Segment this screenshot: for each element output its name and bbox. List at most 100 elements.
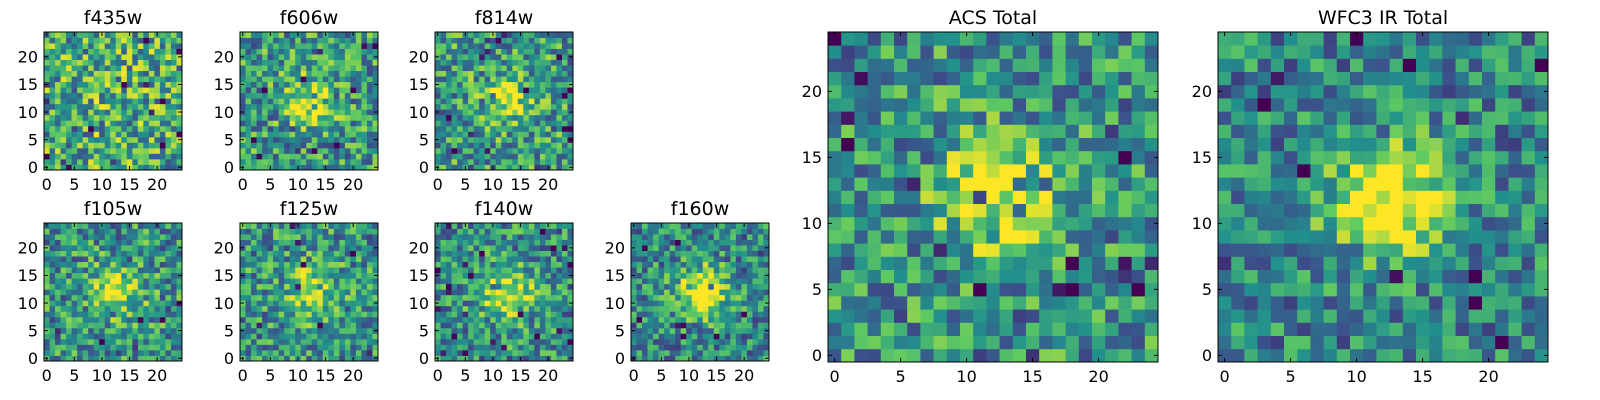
heatmap-cell bbox=[545, 153, 552, 160]
heatmap-cell bbox=[176, 153, 183, 160]
heatmap-cell bbox=[669, 300, 676, 307]
heatmap-cell bbox=[256, 158, 263, 165]
heatmap-cell bbox=[366, 278, 373, 285]
heatmap-cell bbox=[986, 335, 1000, 350]
heatmap-cell bbox=[867, 203, 882, 218]
heatmap-cell bbox=[77, 142, 84, 149]
heatmap-cell bbox=[143, 59, 150, 66]
heatmap-cell bbox=[289, 311, 296, 318]
heatmap-cell bbox=[490, 305, 497, 312]
y-tick-label: 10 bbox=[409, 103, 429, 122]
heatmap-cell bbox=[556, 283, 563, 290]
heatmap-cell bbox=[350, 87, 357, 94]
y-tick-label: 0 bbox=[224, 349, 234, 368]
heatmap-cell bbox=[104, 250, 111, 257]
heatmap-cell bbox=[295, 322, 302, 329]
heatmap-cell bbox=[284, 327, 291, 334]
heatmap-cell bbox=[435, 37, 441, 44]
heatmap-cell bbox=[170, 142, 177, 149]
heatmap-cell bbox=[328, 300, 335, 307]
heatmap-cell bbox=[77, 131, 84, 138]
heatmap-cell bbox=[176, 311, 183, 318]
heatmap-cell bbox=[702, 327, 709, 334]
heatmap-cell bbox=[512, 294, 519, 301]
heatmap-cell bbox=[757, 322, 764, 329]
heatmap-cell bbox=[1012, 190, 1027, 204]
heatmap-cell bbox=[946, 164, 961, 178]
heatmap-cell bbox=[372, 103, 379, 110]
heatmap-cell bbox=[724, 245, 731, 251]
heatmap-cell bbox=[333, 158, 340, 165]
x-tick-label: 20 bbox=[147, 175, 167, 194]
heatmap-cell bbox=[986, 243, 1000, 257]
heatmap-cell bbox=[567, 278, 574, 285]
heatmap-cell bbox=[691, 261, 698, 268]
heatmap-cell bbox=[115, 65, 122, 72]
heatmap-cell bbox=[143, 344, 150, 351]
heatmap-cell bbox=[867, 269, 882, 284]
heatmap-cell bbox=[440, 267, 447, 274]
heatmap-cell bbox=[262, 114, 268, 121]
heatmap-cell bbox=[256, 125, 263, 132]
heatmap-cell bbox=[1039, 203, 1053, 218]
heatmap-cell bbox=[284, 76, 291, 83]
heatmap-cell bbox=[121, 234, 128, 240]
heatmap-cell bbox=[104, 120, 111, 127]
heatmap-cell bbox=[506, 120, 513, 127]
heatmap-cell bbox=[311, 147, 318, 154]
heatmap-cell bbox=[55, 54, 61, 60]
heatmap-cell bbox=[77, 355, 84, 362]
heatmap-cell bbox=[719, 272, 726, 279]
heatmap-cell bbox=[664, 239, 671, 246]
heatmap-cell bbox=[545, 338, 552, 345]
heatmap-cell bbox=[273, 344, 280, 351]
heatmap-cell bbox=[534, 103, 541, 110]
heatmap-cell bbox=[126, 300, 133, 307]
heatmap-cell bbox=[159, 114, 166, 121]
heatmap-cell bbox=[71, 136, 78, 143]
heatmap-cell bbox=[484, 48, 491, 55]
heatmap-cell bbox=[468, 234, 475, 240]
heatmap-cell bbox=[137, 120, 144, 127]
heatmap-cell bbox=[278, 103, 285, 110]
heatmap-cell bbox=[251, 76, 257, 83]
heatmap-cell bbox=[1092, 348, 1106, 363]
heatmap-cell bbox=[446, 109, 452, 116]
heatmap-cell bbox=[300, 70, 307, 77]
heatmap-cell bbox=[159, 311, 166, 318]
heatmap-cell bbox=[512, 355, 519, 362]
heatmap-cell bbox=[539, 322, 546, 329]
heatmap-cell bbox=[556, 70, 563, 77]
heatmap-cell bbox=[517, 65, 524, 72]
heatmap-cell bbox=[1052, 296, 1066, 310]
heatmap-cell bbox=[523, 114, 530, 121]
heatmap-cell bbox=[278, 37, 285, 44]
heatmap-cell bbox=[435, 147, 441, 154]
heatmap-cell bbox=[88, 81, 95, 88]
heatmap-cell bbox=[1065, 282, 1080, 297]
heatmap-cell bbox=[545, 147, 552, 154]
heatmap-cell bbox=[440, 125, 447, 132]
heatmap-cell bbox=[631, 256, 637, 263]
heatmap-cell bbox=[49, 158, 56, 165]
heatmap-cell bbox=[457, 261, 463, 268]
heatmap-cell bbox=[104, 327, 111, 334]
heatmap-cell bbox=[77, 147, 84, 154]
heatmap-cell bbox=[539, 300, 546, 307]
heatmap-cell bbox=[1039, 335, 1053, 350]
heatmap-cell bbox=[165, 300, 172, 307]
heatmap-cell bbox=[636, 311, 643, 318]
heatmap-cell bbox=[451, 278, 458, 285]
heatmap-cell bbox=[680, 355, 687, 362]
heatmap-cell bbox=[457, 278, 463, 285]
heatmap-cell bbox=[451, 109, 458, 116]
heatmap-cell bbox=[366, 305, 373, 312]
heatmap-cell bbox=[289, 228, 296, 235]
heatmap-cell bbox=[165, 338, 172, 345]
heatmap-cell bbox=[730, 305, 737, 312]
heatmap-cell bbox=[251, 87, 257, 94]
heatmap-cell bbox=[880, 282, 895, 297]
heatmap-cell bbox=[176, 239, 183, 246]
heatmap-cell bbox=[479, 239, 486, 246]
heatmap-cell bbox=[1039, 190, 1053, 204]
